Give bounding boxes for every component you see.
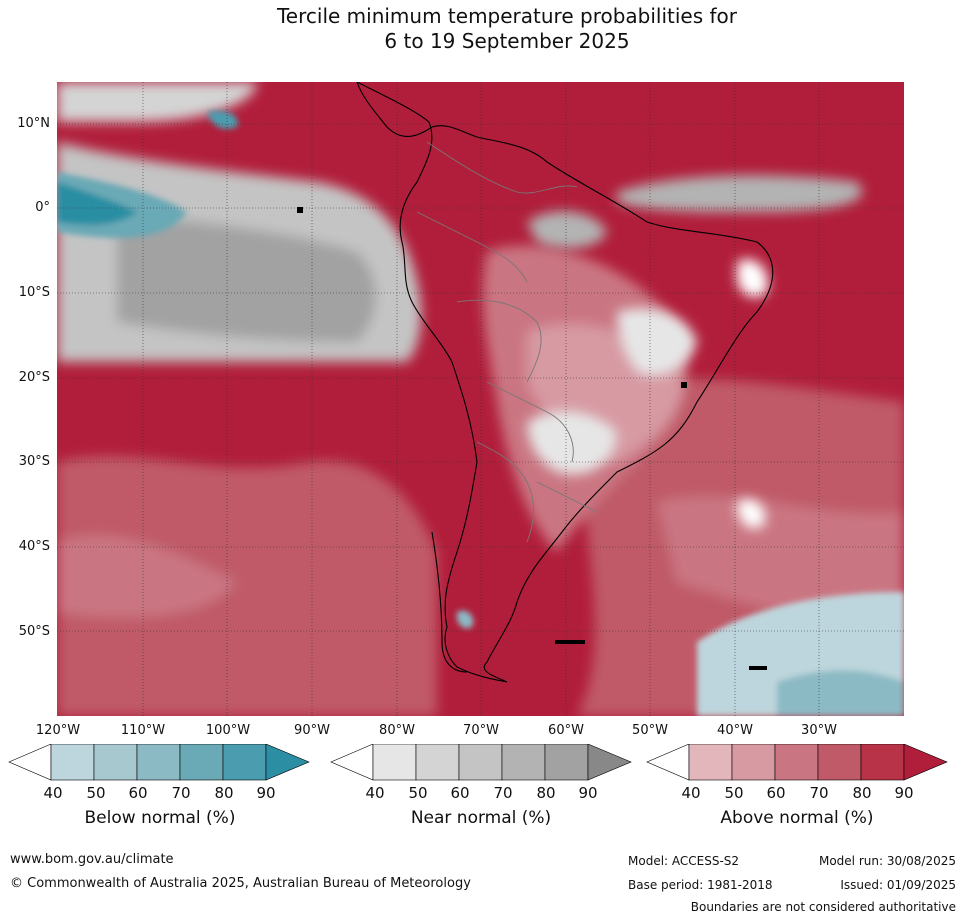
lon-label-30w: 30°W — [801, 723, 837, 738]
near-colorbar-segment — [415, 744, 460, 781]
above-colorbar-segment — [860, 744, 905, 781]
near-colorbar-segment — [544, 744, 589, 781]
above-tick-80: 80 — [852, 784, 872, 802]
title-line-1: Tercile minimum temperature probabilitie… — [276, 4, 738, 28]
below-tick-80: 80 — [214, 784, 234, 802]
lon-label-110w: 110°W — [120, 723, 166, 738]
issued-date: Issued: 01/09/2025 — [840, 878, 956, 892]
lon-label-60w: 60°W — [548, 723, 584, 738]
above-colorbar-segment — [688, 744, 733, 781]
boundaries-disclaimer: Boundaries are not considered authoritat… — [690, 900, 956, 914]
website-link[interactable]: www.bom.gov.au/climate — [10, 852, 174, 867]
above-tick-90: 90 — [894, 784, 914, 802]
base-period: Base period: 1981-2018 — [628, 878, 773, 892]
colorbar-near — [330, 744, 632, 781]
lat-label-40s: 40°S — [18, 539, 50, 554]
above-colorbar-segment — [731, 744, 776, 781]
below-colorbar-segment — [179, 744, 224, 781]
near-colorbar-high-extend — [587, 744, 632, 781]
below-tick-60: 60 — [128, 784, 148, 802]
lon-label-100w: 100°W — [205, 723, 251, 738]
above-tick-70: 70 — [809, 784, 829, 802]
below-colorbar-segment — [136, 744, 181, 781]
lon-label-40w: 40°W — [717, 723, 753, 738]
near-tick-90: 90 — [578, 784, 598, 802]
below-colorbar-high-extend — [265, 744, 310, 781]
probability-map — [57, 82, 904, 716]
below-colorbar-segment — [50, 744, 95, 781]
lat-label-30s: 30°S — [18, 454, 50, 469]
lat-label-50s: 50°S — [18, 624, 50, 639]
below-tick-70: 70 — [171, 784, 191, 802]
lon-label-90w: 90°W — [294, 723, 330, 738]
graticule — [57, 82, 904, 716]
below-normal-regions — [57, 110, 904, 716]
below-colorbar-segment — [222, 744, 267, 781]
lon-label-50w: 50°W — [632, 723, 668, 738]
title-line-2: 6 to 19 September 2025 — [384, 29, 630, 53]
below-tick-40: 40 — [43, 784, 63, 802]
model-run-date: Model run: 30/08/2025 — [818, 854, 956, 868]
below-normal-title: Below normal (%) — [84, 808, 236, 828]
colorbar-above — [646, 744, 948, 781]
above-colorbar-high-extend — [903, 744, 948, 781]
lon-label-70w: 70°W — [463, 723, 499, 738]
above-colorbar-segment — [817, 744, 862, 781]
near-colorbar-segment — [501, 744, 546, 781]
below-colorbar-low-extend — [8, 744, 52, 781]
map-title: Tercile minimum temperature probabilitie… — [0, 4, 965, 54]
above-tick-50: 50 — [724, 784, 744, 802]
below-tick-90: 90 — [256, 784, 276, 802]
above-tick-40: 40 — [681, 784, 701, 802]
near-colorbar-segment — [458, 744, 503, 781]
above-colorbar-segment — [774, 744, 819, 781]
above-tick-60: 60 — [766, 784, 786, 802]
near-colorbar-low-extend — [330, 744, 374, 781]
lon-label-80w: 80°W — [379, 723, 415, 738]
colorbar-below — [8, 744, 310, 781]
map-canvas — [57, 82, 904, 716]
near-tick-70: 70 — [493, 784, 513, 802]
lat-label-10s: 10°S — [18, 285, 50, 300]
below-tick-50: 50 — [86, 784, 106, 802]
model-name: Model: ACCESS-S2 — [628, 854, 740, 868]
near-normal-title: Near normal (%) — [410, 808, 552, 828]
near-tick-80: 80 — [536, 784, 556, 802]
near-tick-50: 50 — [408, 784, 428, 802]
near-colorbar-segment — [372, 744, 417, 781]
below-colorbar-segment — [93, 744, 138, 781]
coastline — [356, 82, 774, 683]
islands — [297, 207, 767, 670]
near-tick-60: 60 — [450, 784, 470, 802]
lat-label-10n: 10°N — [17, 116, 50, 131]
above-colorbar-low-extend — [646, 744, 690, 781]
near-tick-40: 40 — [365, 784, 385, 802]
lat-label-0: 0° — [35, 200, 50, 215]
country-borders — [416, 141, 598, 543]
lon-label-120w: 120°W — [35, 723, 81, 738]
above-normal-title: Above normal (%) — [720, 808, 874, 828]
lat-label-20s: 20°S — [18, 370, 50, 385]
copyright-text: © Commonwealth of Australia 2025, Austra… — [10, 876, 471, 891]
